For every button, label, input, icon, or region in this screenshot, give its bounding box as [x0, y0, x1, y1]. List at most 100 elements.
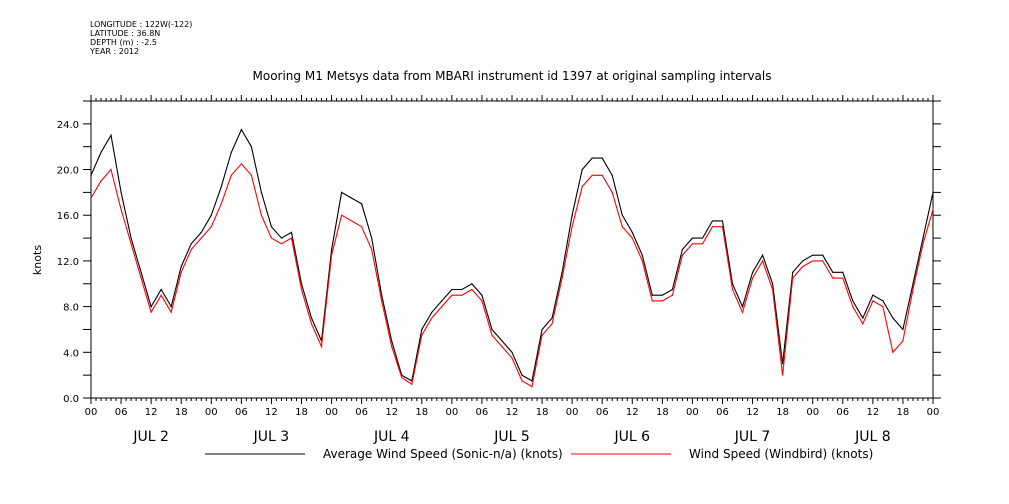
data-point [631, 231, 633, 233]
data-point [150, 306, 152, 308]
x-tick-label: 12 [506, 407, 519, 418]
data-point [511, 351, 513, 353]
x-tick-label: 18 [536, 407, 549, 418]
data-point [150, 311, 152, 313]
data-point [401, 376, 403, 379]
data-point [661, 300, 663, 302]
data-point [872, 294, 874, 296]
data-point [701, 243, 704, 245]
x-tick-label: 12 [265, 407, 278, 418]
x-tick-label: 00 [325, 407, 338, 418]
data-point [160, 294, 162, 296]
data-point [90, 197, 92, 199]
y-tick-label: 4.0 [63, 348, 79, 359]
x-tick-label: 06 [716, 407, 729, 418]
data-point [852, 306, 854, 308]
year-text: YEAR : 2012 [90, 47, 140, 56]
data-point [842, 277, 844, 279]
data-point [611, 174, 613, 176]
data-point [802, 266, 804, 268]
data-point [661, 294, 663, 296]
data-point [922, 243, 924, 245]
data-point [531, 380, 533, 382]
x-tick-label: 06 [355, 407, 368, 418]
y-tick-label: 0.0 [63, 394, 79, 405]
data-point [190, 248, 192, 251]
data-point [461, 294, 463, 296]
data-point [912, 283, 914, 285]
x-tick-label: 12 [385, 407, 398, 418]
data-point [892, 351, 894, 353]
data-point [651, 300, 653, 302]
data-point [832, 277, 834, 279]
data-point [671, 288, 673, 291]
data-point [581, 168, 583, 171]
data-point [170, 311, 172, 313]
data-point [922, 237, 924, 239]
x-tick-label: 18 [295, 407, 308, 418]
data-point [761, 260, 764, 262]
day-label: JUL 7 [734, 429, 771, 445]
day-label: JUL 3 [253, 429, 290, 445]
x-tick-label: 00 [806, 407, 819, 418]
data-point [451, 288, 453, 291]
data-point [451, 294, 453, 296]
day-label: JUL 6 [614, 429, 651, 445]
data-point [320, 345, 323, 348]
legend: Average Wind Speed (Sonic-n/a) (knots) Wi… [205, 447, 873, 461]
data-point [912, 288, 914, 291]
data-point [240, 163, 242, 165]
data-point [852, 300, 854, 302]
x-tick-label: 00 [85, 407, 98, 418]
data-point [250, 146, 252, 148]
data-point [681, 254, 684, 256]
data-point [431, 317, 433, 319]
data-point [902, 340, 904, 342]
metadata-block: LONGITUDE : 122W(-122) LATITUDE : 36.8N … [90, 20, 192, 56]
data-point [260, 191, 263, 193]
data-point [330, 248, 333, 251]
data-point [591, 174, 593, 176]
data-point [541, 328, 543, 331]
plot-area: 00 06 12 18 00 06 12 18 00 06 12 18 00 06 12 18 00 06 12 18… [57, 95, 941, 445]
day-label: JUL 8 [854, 429, 891, 445]
legend-label-windbird: Wind Speed (Windbird) (knots) [689, 447, 873, 461]
data-point [210, 214, 212, 216]
data-point [300, 283, 303, 285]
data-point [691, 243, 694, 245]
x-tick-label: 00 [686, 407, 699, 418]
data-point [491, 334, 493, 336]
data-point [351, 197, 353, 199]
data-point [591, 157, 593, 159]
data-point [812, 254, 814, 256]
data-point [461, 288, 463, 291]
data-point [721, 226, 724, 228]
data-point [731, 283, 734, 285]
data-point [140, 277, 142, 279]
data-point [511, 357, 513, 359]
data-point [862, 323, 864, 325]
data-point [300, 288, 303, 291]
depth-text: DEPTH (m) : -2.5 [90, 38, 157, 47]
data-point [551, 317, 553, 319]
data-point [391, 340, 393, 342]
data-point [351, 220, 353, 222]
data-point [772, 283, 774, 285]
data-point [130, 243, 132, 245]
longitude-text: LONGITUDE : 122W(-122) [90, 20, 193, 29]
data-point [741, 311, 744, 313]
data-point [691, 237, 694, 239]
data-point [330, 254, 333, 256]
y-tick-label: 20.0 [57, 166, 79, 177]
data-point [180, 271, 182, 273]
x-tick-label: 18 [656, 407, 669, 418]
data-point [621, 214, 623, 216]
data-point [270, 237, 273, 239]
day-label: JUL 5 [493, 429, 530, 445]
data-point [621, 226, 623, 228]
data-point [541, 334, 543, 336]
data-point [471, 283, 473, 285]
x-tick-label: 12 [145, 407, 158, 418]
data-point [792, 277, 794, 279]
